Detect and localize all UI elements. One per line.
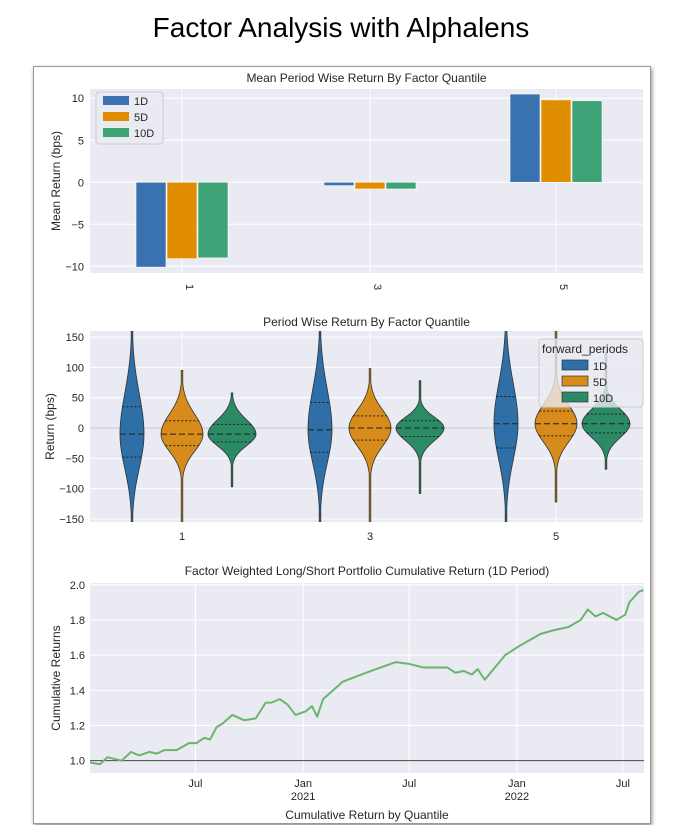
- y-axis-label: Cumulative Returns: [49, 625, 63, 730]
- bar-5D-q3: [354, 181, 386, 190]
- x-tick-label: 1: [179, 531, 185, 543]
- bar-1D-q5: [509, 93, 541, 183]
- violins: [119, 331, 631, 522]
- x-tick-label: 3: [367, 531, 373, 543]
- x-tick-label: Jul: [188, 778, 202, 790]
- x-tick-year-label: 2022: [505, 791, 529, 803]
- y-tick-label: 0: [78, 177, 84, 189]
- chart-title: Mean Period Wise Return By Factor Quanti…: [246, 71, 486, 85]
- legend-swatch-5D: [103, 112, 129, 121]
- y-tick-label: 1.4: [70, 685, 85, 697]
- x-tick-label: Jan: [294, 778, 312, 790]
- y-tick-label: 2.0: [70, 580, 85, 592]
- x-tick-label: Jan: [508, 778, 526, 790]
- bar-10D-q1: [197, 181, 229, 259]
- violin-1D-q5: [493, 331, 519, 522]
- legend-label: 1D: [134, 96, 148, 108]
- legend-label: 10D: [593, 393, 613, 405]
- bar-1D-q3: [323, 181, 355, 186]
- bar-5D-q1: [166, 181, 198, 260]
- chart-title: Factor Weighted Long/Short Portfolio Cum…: [185, 564, 550, 578]
- x-tick-label: 3: [371, 284, 383, 290]
- legend-label: 5D: [134, 112, 148, 124]
- legend: 1D 5D 10D: [95, 91, 164, 145]
- violin-5D-q1: [160, 370, 204, 522]
- legend-label: 5D: [593, 377, 607, 389]
- y-axis-label: Return (bps): [43, 393, 57, 460]
- legend-label: 10D: [134, 128, 154, 140]
- bar-10D-q5: [571, 100, 603, 183]
- violin-5D-q3: [348, 368, 392, 522]
- violin-1D-q3: [307, 331, 333, 522]
- violin-10D-q1: [207, 392, 257, 488]
- y-tick-label: 1.6: [70, 650, 85, 662]
- x-tick-label: 5: [553, 531, 559, 543]
- y-tick-label: −10: [65, 261, 84, 273]
- x-tick-label: Jul: [616, 778, 630, 790]
- legend-title: forward_periods: [542, 342, 628, 356]
- cumulative-return-line: [90, 589, 644, 766]
- next-chart-title-clipped: Cumulative Return by Quantile: [285, 808, 449, 822]
- y-tick-label: −100: [59, 484, 84, 496]
- y-tick-label: −50: [65, 453, 84, 465]
- x-tick-year-label: 2021: [291, 791, 315, 803]
- y-axis-label: Mean Return (bps): [49, 131, 63, 231]
- legend-label: 1D: [593, 361, 607, 373]
- x-tick-label: 5: [557, 284, 569, 290]
- figure-panel: 10 5 0 −5 −10 1 3 5 Mean Period Wise Return By F…: [33, 66, 651, 824]
- legend-swatch-1D: [561, 359, 589, 371]
- legend-swatch-10D: [561, 391, 589, 403]
- bar-10D-q3: [385, 181, 417, 190]
- chart-title: Period Wise Return By Factor Quantile: [263, 315, 470, 329]
- y-tick-label: 0: [78, 423, 84, 435]
- y-tick-label: 100: [66, 362, 84, 374]
- y-tick-label: 50: [72, 393, 84, 405]
- x-tick-label: 1: [183, 284, 195, 290]
- line-chart-axes-background: [90, 583, 644, 773]
- legend-swatch-5D: [561, 375, 589, 387]
- legend-swatch-10D: [103, 128, 129, 137]
- bar-5D-q5: [540, 99, 572, 183]
- legend-frame: [538, 338, 644, 408]
- y-tick-label: 10: [72, 93, 84, 105]
- bar-1D-q1: [135, 181, 167, 268]
- y-tick-label: 150: [66, 332, 84, 344]
- x-tick-label: Jul: [402, 778, 416, 790]
- y-tick-label: 5: [78, 135, 84, 147]
- legend-swatch-1D: [103, 96, 129, 105]
- y-tick-label: 1.2: [70, 721, 85, 733]
- legend: forward_periods 1D 5D 10D: [538, 338, 644, 408]
- violin-1D-q1: [119, 331, 145, 522]
- y-tick-label: −150: [59, 514, 84, 526]
- violin-5D-q5: [534, 331, 578, 503]
- y-tick-label: −5: [71, 219, 84, 231]
- violin-10D-q3: [395, 380, 445, 494]
- page-title: Factor Analysis with Alphalens: [152, 12, 530, 43]
- y-tick-label: 1.8: [70, 615, 85, 627]
- y-tick-label: 1.0: [70, 756, 85, 768]
